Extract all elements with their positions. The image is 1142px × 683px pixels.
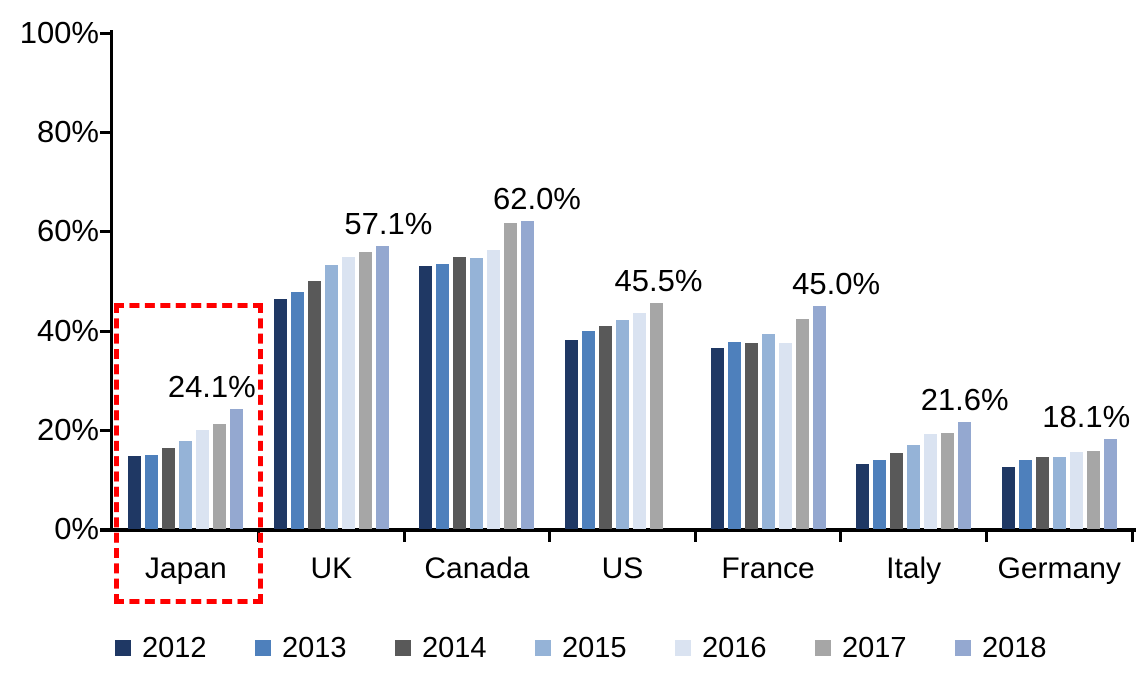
x-axis-tick xyxy=(1130,529,1134,542)
bar-italy-2015 xyxy=(907,445,921,529)
bar-uk-2017 xyxy=(358,251,372,529)
bar-uk-2012 xyxy=(273,299,287,529)
legend-swatch-2014 xyxy=(395,640,411,656)
bar-us-2016 xyxy=(633,313,646,529)
bar-us-2017 xyxy=(650,303,663,529)
bar-canada-2016 xyxy=(487,250,501,529)
y-axis-tick xyxy=(100,230,113,234)
legend-label-2014: 2014 xyxy=(422,632,487,664)
x-axis-label-germany: Germany xyxy=(997,552,1121,585)
legend-swatch-2018 xyxy=(955,640,971,656)
bar-uk-2015 xyxy=(324,264,338,529)
bar-france-2016 xyxy=(778,343,792,529)
y-axis-tick xyxy=(100,32,113,35)
bar-germany-2017 xyxy=(1086,450,1100,529)
bar-canada-2018 xyxy=(521,221,535,529)
y-axis-tick-label: 60% xyxy=(36,213,99,249)
bar-japan-2015 xyxy=(179,440,193,529)
bar-france-2018 xyxy=(812,305,826,529)
data-label-germany: 18.1% xyxy=(1042,399,1131,435)
data-label-uk: 57.1% xyxy=(344,205,433,241)
legend-swatch-2012 xyxy=(115,640,131,656)
highlight-box xyxy=(114,303,263,604)
x-axis-tick xyxy=(839,529,843,542)
bar-uk-2018 xyxy=(375,245,389,529)
bar-japan-2013 xyxy=(145,455,159,529)
bar-germany-2012 xyxy=(1001,467,1015,529)
bar-uk-2016 xyxy=(341,257,355,529)
bar-france-2017 xyxy=(795,319,809,529)
bar-canada-2013 xyxy=(436,264,450,529)
y-axis-tick-label: 40% xyxy=(36,312,99,348)
y-axis-tick-label: 0% xyxy=(54,511,99,546)
legend-label-2013: 2013 xyxy=(282,632,347,664)
data-label-italy: 21.6% xyxy=(920,381,1009,417)
bar-canada-2015 xyxy=(470,257,484,529)
bar-france-2012 xyxy=(710,347,724,529)
bar-uk-2013 xyxy=(290,291,304,529)
y-axis-line xyxy=(110,30,113,532)
bar-germany-2018 xyxy=(1103,439,1117,529)
bar-france-2015 xyxy=(761,334,775,529)
bar-japan-2016 xyxy=(196,429,210,529)
bar-us-2015 xyxy=(616,320,629,529)
bar-uk-2014 xyxy=(307,281,321,529)
y-axis-tick-label: 20% xyxy=(36,411,99,447)
y-axis-tick-label: 100% xyxy=(19,15,99,50)
y-axis-tick xyxy=(100,428,113,432)
bar-italy-2013 xyxy=(873,459,887,529)
bar-italy-2016 xyxy=(924,434,938,529)
bar-italy-2014 xyxy=(890,452,904,529)
x-axis-tick xyxy=(402,529,406,542)
legend-label-2018: 2018 xyxy=(982,632,1047,664)
bar-germany-2013 xyxy=(1018,460,1032,529)
bar-canada-2012 xyxy=(419,266,433,529)
bar-us-2012 xyxy=(565,339,578,529)
bar-canada-2014 xyxy=(453,256,467,529)
legend-label-2012: 2012 xyxy=(142,632,207,664)
legend-label-2017: 2017 xyxy=(842,632,907,664)
x-axis-tick xyxy=(984,529,988,542)
bar-japan-2014 xyxy=(162,447,176,529)
bar-italy-2018 xyxy=(958,421,972,529)
x-axis-label-japan: Japan xyxy=(144,552,227,585)
bar-germany-2015 xyxy=(1052,456,1066,529)
x-axis-tick xyxy=(693,529,697,542)
y-axis-tick xyxy=(100,131,113,135)
bar-canada-2017 xyxy=(504,222,518,529)
y-axis-tick xyxy=(100,528,113,531)
bar-us-2013 xyxy=(582,330,595,529)
legend-swatch-2017 xyxy=(815,640,831,656)
bar-us-2014 xyxy=(599,325,612,529)
legend-swatch-2016 xyxy=(675,640,691,656)
data-label-france: 45.0% xyxy=(792,265,881,301)
x-axis-label-us: US xyxy=(601,552,644,585)
bar-japan-2012 xyxy=(128,456,142,529)
legend-swatch-2015 xyxy=(535,640,551,656)
x-axis-tick xyxy=(548,529,552,542)
legend-label-2016: 2016 xyxy=(702,632,767,664)
x-axis-label-italy: Italy xyxy=(886,552,942,585)
legend-swatch-2013 xyxy=(255,640,271,656)
bar-japan-2017 xyxy=(213,424,227,529)
x-axis-label-uk: UK xyxy=(310,552,353,585)
legend-label-2015: 2015 xyxy=(562,632,627,664)
data-label-japan: 24.1% xyxy=(167,369,256,405)
bar-japan-2018 xyxy=(230,409,244,529)
bar-italy-2012 xyxy=(856,463,870,529)
bar-germany-2016 xyxy=(1069,452,1083,529)
x-axis-label-france: France xyxy=(721,552,815,585)
y-axis-tick-label: 80% xyxy=(36,114,99,150)
bar-france-2013 xyxy=(727,342,741,529)
x-axis-line xyxy=(100,528,1136,532)
bar-germany-2014 xyxy=(1035,457,1049,529)
data-label-us: 45.5% xyxy=(614,263,703,299)
bar-italy-2017 xyxy=(941,433,955,529)
bar-france-2014 xyxy=(744,342,758,529)
x-axis-label-canada: Canada xyxy=(424,552,530,585)
data-label-canada: 62.0% xyxy=(492,181,581,217)
y-axis-tick xyxy=(100,329,113,333)
